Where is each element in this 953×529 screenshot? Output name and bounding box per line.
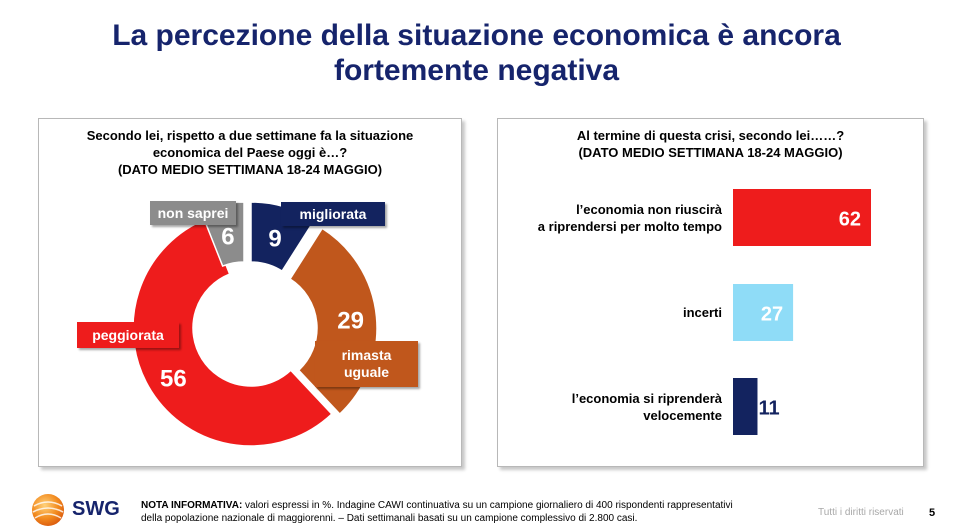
bar-chart: 62 27 11 <box>733 189 871 435</box>
donut-question-line-3: (DATO MEDIO SETTIMANA 18-24 MAGGIO) <box>117 162 383 177</box>
bar-value-l-economia-si-riprendera-velocemente: 11 <box>758 398 779 420</box>
bar-category-line: a riprendersi per molto tempo <box>537 218 722 234</box>
bar-value-incerti: 27 <box>761 304 783 326</box>
donut-label-line: migliorata <box>299 205 367 222</box>
donut-value-rimasta-uguale: 29 <box>337 307 364 334</box>
page-title-line-2: fortemente negativa <box>333 54 620 87</box>
bar-question-line-2: (DATO MEDIO SETTIMANA 18-24 MAGGIO) <box>578 145 843 160</box>
donut-value-migliorata: 9 <box>268 225 281 252</box>
page-title-line-1: La percezione della situazione economica… <box>112 19 841 52</box>
donut-chart: 9 29 56 6 <box>132 201 378 447</box>
donut-label-non-saprei: non saprei <box>150 201 236 225</box>
page-number: 5 <box>929 507 936 519</box>
bar-incerti <box>733 284 794 341</box>
footer-note-text-2: della popolazione nazionale di maggioren… <box>141 513 638 524</box>
donut-value-peggiorata: 56 <box>160 365 187 392</box>
donut-label-peggiorata: peggiorata <box>77 322 179 348</box>
donut-value-non-saprei: 6 <box>221 224 234 251</box>
bar-category-line: l’economia si riprenderà <box>571 390 722 406</box>
donut-label-line: rimasta <box>341 347 392 363</box>
bar-category-l-economia-non-riuscira-a-riprendersi-per-molto-tempo: l’economia non riuscirà a riprendersi per… <box>502 201 722 235</box>
donut-label-migliorata: migliorata <box>281 202 385 226</box>
donut-slice-peggiorata <box>132 217 333 447</box>
bar-category-line: l’economia non riuscirà <box>576 201 722 217</box>
bar-chart-question: Al termine di questa crisi, secondo lei…… <box>498 127 923 161</box>
swg-logo-text: SWG <box>72 498 120 520</box>
rights-reserved-text: Tutti i diritti riservati <box>818 507 904 518</box>
bar-category-line: incerti <box>682 305 722 320</box>
donut-chart-question: Secondo lei, rispetto a due settimane fa… <box>39 127 461 178</box>
donut-label-line: peggiorata <box>92 326 164 343</box>
bar-l-economia-si-riprendera-velocemente <box>733 378 758 435</box>
donut-label-rimasta-uguale: rimasta uguale <box>315 341 418 387</box>
footer-note-label: NOTA INFORMATIVA: <box>141 500 243 511</box>
bar-question-line-1: Al termine di questa crisi, secondo lei…… <box>576 128 845 143</box>
page-title: La percezione della situazione economica… <box>40 18 913 88</box>
swg-logo-icon <box>32 494 64 526</box>
bar-category-incerti: incerti <box>502 304 722 321</box>
footer-note: NOTA INFORMATIVA: valori espressi in %. … <box>141 499 801 525</box>
footer-note-line-1: NOTA INFORMATIVA: valori espressi in %. … <box>141 499 801 512</box>
donut-chart-panel: Secondo lei, rispetto a due settimane fa… <box>38 118 462 467</box>
bar-category-l-economia-si-riprendera-velocemente: l’economia si riprenderà velocemente <box>502 390 722 424</box>
bar-category-line: velocemente <box>643 407 722 423</box>
donut-label-line: uguale <box>343 364 390 380</box>
bar-chart-panel: Al termine di questa crisi, secondo lei…… <box>497 118 924 467</box>
donut-question-line-1: Secondo lei, rispetto a due settimane fa… <box>86 128 414 143</box>
donut-question-line-2: economica del Paese oggi è…? <box>152 145 348 160</box>
bar-value-l-economia-non-riuscira-a-riprendersi-per-molto-tempo: 62 <box>839 209 861 231</box>
bar-l-economia-non-riuscira-a-riprendersi-per-molto-tempo <box>733 189 871 246</box>
donut-label-line: non saprei <box>157 204 229 221</box>
footer-note-text-1: valori espressi in %. Indagine CAWI cont… <box>242 500 733 511</box>
